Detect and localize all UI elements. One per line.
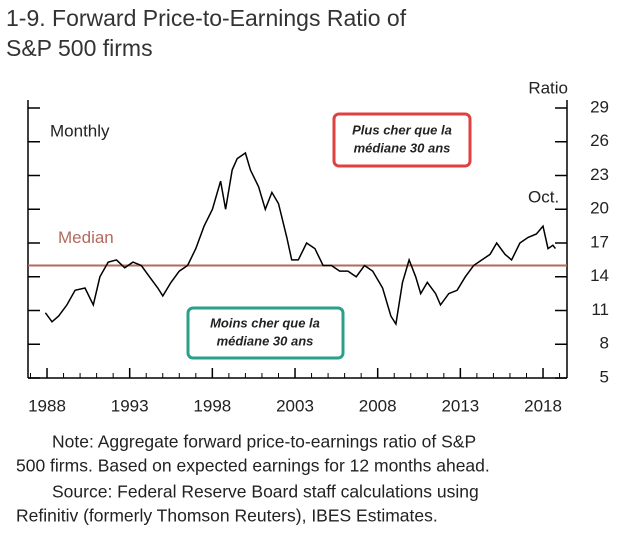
annotation: Plus cher que la — [352, 122, 452, 137]
annotation: Monthly — [50, 121, 110, 140]
annotation: Moins cher que la — [210, 315, 320, 330]
y-tick-label: 17 — [590, 232, 609, 251]
note: Refinitiv (formerly Thomson Reuters), IB… — [16, 506, 438, 526]
x-tick-label: 2018 — [524, 396, 562, 415]
y-tick-label: 14 — [590, 266, 609, 285]
y-axis-label: Ratio — [528, 78, 568, 97]
y-tick-label: 23 — [590, 165, 609, 184]
x-tick-label: 1998 — [193, 396, 231, 415]
annotation-box — [332, 112, 472, 168]
y-tick-label: 5 — [600, 367, 609, 386]
annotation: médiane 30 ans — [354, 140, 451, 155]
note: Source: Federal Reserve Board staff calc… — [52, 482, 479, 502]
annotation: médiane 30 ans — [217, 333, 314, 348]
y-tick-label: 20 — [590, 199, 609, 218]
x-tick-label: 2008 — [359, 396, 397, 415]
y-tick-label: 26 — [590, 131, 609, 150]
median-label: Median — [58, 228, 114, 247]
y-tick-label: 8 — [600, 334, 609, 353]
annotation-box — [186, 306, 345, 360]
y-tick-label: 11 — [591, 300, 609, 319]
note: Note: Aggregate forward price-to-earning… — [52, 432, 476, 452]
x-tick-label: 2003 — [276, 396, 314, 415]
chart-title: 1-9. Forward Price-to-Earnings Ratio of — [6, 5, 407, 31]
annotation: Oct. — [528, 187, 559, 206]
chart-title: S&P 500 firms — [6, 35, 153, 61]
x-tick-label: 1993 — [111, 396, 149, 415]
x-tick-label: 2013 — [441, 396, 479, 415]
y-tick-label: 29 — [590, 97, 609, 116]
note: 500 firms. Based on expected earnings fo… — [16, 456, 490, 476]
data-line — [44, 151, 556, 327]
x-tick-label: 1988 — [28, 396, 66, 415]
